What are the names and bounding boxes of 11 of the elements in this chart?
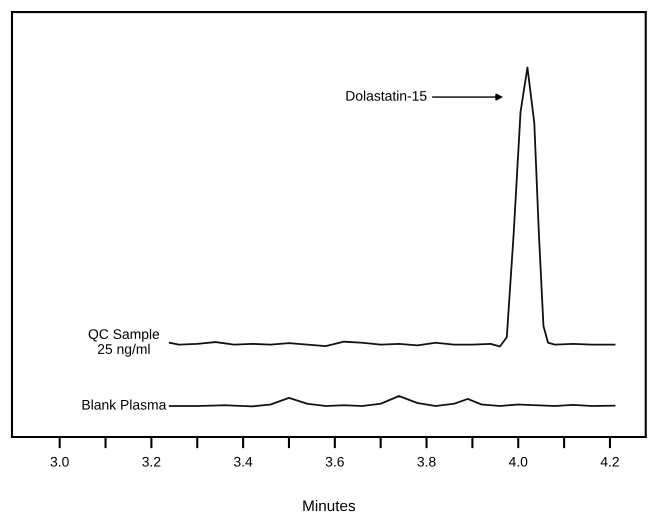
x-tick-label: 4.0 bbox=[508, 456, 528, 467]
x-tick-label: 3.8 bbox=[417, 456, 436, 467]
x-tick-label: 3.2 bbox=[142, 456, 160, 467]
annotation: Dolastatin-15 bbox=[346, 90, 427, 101]
series-label: Blank Plasma bbox=[82, 400, 166, 410]
series-label: QC Sample 25 ng/ml bbox=[88, 328, 160, 357]
x-tick-label: 3.0 bbox=[50, 456, 69, 467]
x-axis-title: Minutes bbox=[303, 500, 356, 512]
x-tick-label: 3.6 bbox=[326, 456, 344, 467]
x-tick-label: 3.4 bbox=[234, 456, 252, 467]
x-tick-label: 4.2 bbox=[600, 456, 619, 467]
